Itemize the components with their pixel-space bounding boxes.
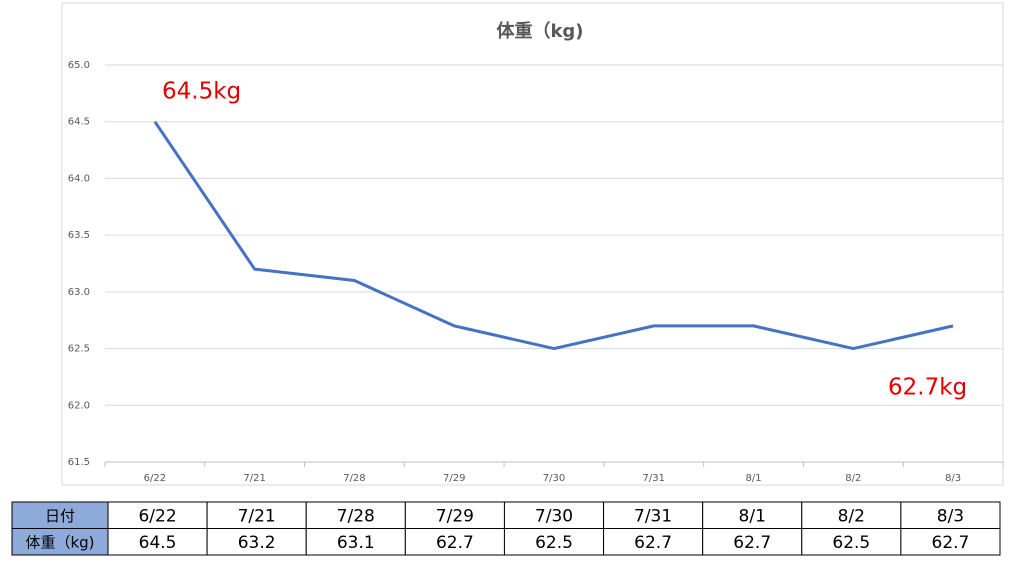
table-header-cell [11,528,109,556]
table-date: 7/28 [337,506,375,526]
table-date: 7/29 [436,506,474,526]
table-cell [305,528,406,556]
data-line [153,120,954,351]
table-value: 62.7 [436,533,474,553]
table-cell [603,501,704,529]
x-tick-label: 7/21 [243,473,265,484]
table-value: 62.5 [535,533,573,553]
y-tick-label: 65.0 [68,60,90,71]
table-cell [900,528,1001,556]
table-cell [404,528,505,556]
x-tick-label: 8/3 [945,473,961,484]
table-value: 63.1 [337,533,375,553]
y-tick-label: 63.0 [68,287,90,298]
table-value: 62.7 [932,533,970,553]
table-date: 7/30 [535,506,573,526]
y-tick-label: 64.0 [68,173,90,184]
x-tick-label: 7/31 [643,473,665,484]
table-cell [702,528,803,556]
annotation: 62.7kg [888,375,967,401]
x-tick-label: 8/1 [746,473,762,484]
table-value: 63.2 [238,533,276,553]
table-row-label: 体重（kg) [25,533,94,551]
table-cell [107,501,208,529]
table-header-label: 日付 [45,507,75,525]
table-value: 62.7 [634,533,672,553]
y-tick-label: 62.0 [68,400,90,411]
table-cell [503,501,605,529]
x-tick-label: 7/30 [543,473,565,484]
table-date: 8/2 [838,506,865,526]
y-tick-label: 62.5 [68,344,90,355]
table-cell [801,528,902,556]
table-date: 7/31 [634,506,672,526]
chart-title: 体重（kg) [496,20,583,42]
y-tick-label: 63.5 [68,230,90,241]
y-tick-label: 64.5 [68,117,90,128]
table-date: 7/21 [238,506,276,526]
chart-frame [61,2,1004,486]
table-date: 6/22 [138,506,176,526]
table-cell [206,528,307,556]
table-value: 62.5 [832,533,870,553]
x-tick-label: 7/28 [343,473,365,484]
x-tick-label: 7/29 [443,473,465,484]
table-header-cell [11,501,109,529]
annotation: 64.5kg [162,79,241,105]
table-date: 8/3 [937,506,964,526]
y-tick-label: 61.5 [68,457,90,468]
table-date: 8/1 [739,506,766,526]
table-cell [603,528,704,556]
table-value: 64.5 [139,533,177,553]
x-tick-label: 6/22 [144,473,166,484]
table-value: 62.7 [733,533,771,553]
x-tick-label: 8/2 [845,473,861,484]
